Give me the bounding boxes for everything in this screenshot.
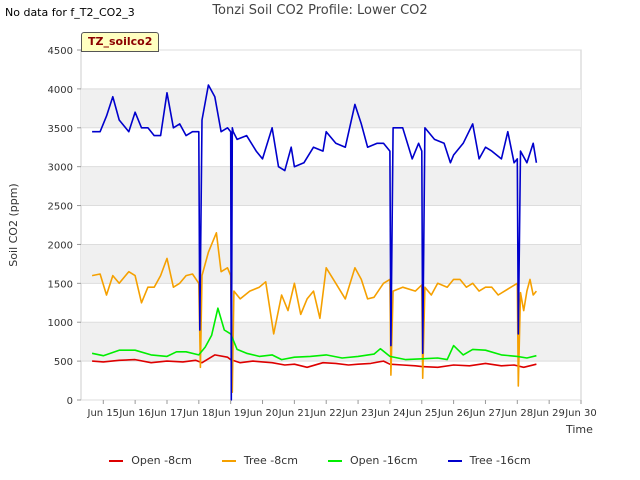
y-tick-label: 3000 (48, 163, 73, 174)
grid-band (81, 244, 581, 284)
x-tick-label: Jun 30 (564, 408, 597, 419)
legend-label-tree-16cm: Tree -16cm (469, 454, 531, 467)
series-line-open-8cm (92, 354, 537, 369)
chart-title: Tonzi Soil CO2 Profile: Lower CO2 (212, 3, 428, 18)
x-tick-label: Jun 25 (405, 408, 438, 419)
x-tick-label: Jun 19 (214, 408, 247, 419)
legend-item-open-16cm: Open -16cm (328, 454, 418, 467)
legend-label-open-8cm: Open -8cm (131, 454, 192, 467)
x-tick-label: Jun 20 (246, 408, 279, 419)
legend-item-open-8cm: Open -8cm (109, 454, 192, 467)
series-line-tree-16cm (92, 84, 538, 401)
y-axis-label: Soil CO2 (ppm) (7, 183, 20, 266)
y-tick-label: 2000 (48, 240, 73, 251)
y-tick-label: 1500 (48, 279, 73, 290)
x-tick-label: Jun 21 (278, 408, 311, 419)
x-tick-label: Jun 16 (118, 408, 151, 419)
series-line-open-16cm (91, 307, 537, 361)
y-tick-label: 4000 (48, 85, 73, 96)
x-tick-label: Jun 27 (469, 408, 502, 419)
x-tick-label: Jun 28 (501, 408, 534, 419)
y-tick-label: 3500 (48, 124, 73, 135)
legend-swatch-open-8cm (109, 459, 124, 462)
legend-label-open-16cm: Open -16cm (350, 454, 418, 467)
x-tick-label: Jun 22 (309, 408, 342, 419)
x-tick-label: Jun 18 (182, 408, 215, 419)
x-tick-label: Jun 24 (373, 408, 406, 419)
site-badge: TZ_soilco2 (81, 32, 160, 52)
legend-swatch-tree-16cm (447, 459, 462, 462)
legend-swatch-tree-8cm (221, 459, 236, 462)
x-tick-label: Jun 26 (437, 408, 470, 419)
no-data-notice: No data for f_T2_CO2_3 (5, 6, 135, 19)
grid-band (81, 166, 581, 206)
y-tick-label: 4500 (48, 46, 73, 57)
x-tick-label: Jun 15 (87, 408, 120, 419)
y-tick-label: 1000 (48, 318, 73, 329)
legend-item-tree-16cm: Tree -16cm (447, 454, 531, 467)
series-line-tree-8cm (91, 232, 538, 394)
legend: Open -8cm Tree -8cm Open -16cm Tree -16c… (0, 454, 640, 467)
legend-item-tree-8cm: Tree -8cm (221, 454, 298, 467)
x-tick-label: Jun 17 (150, 408, 183, 419)
legend-label-tree-8cm: Tree -8cm (243, 454, 298, 467)
y-tick-label: 0 (67, 396, 73, 407)
x-tick-label: Jun 29 (532, 408, 565, 419)
y-tick-label: 500 (54, 357, 73, 368)
x-tick-label: Jun 23 (341, 408, 374, 419)
y-tick-label: 2500 (48, 202, 73, 213)
legend-swatch-open-16cm (328, 459, 342, 462)
x-axis-label: Time (565, 423, 593, 436)
grid-band (81, 88, 581, 128)
